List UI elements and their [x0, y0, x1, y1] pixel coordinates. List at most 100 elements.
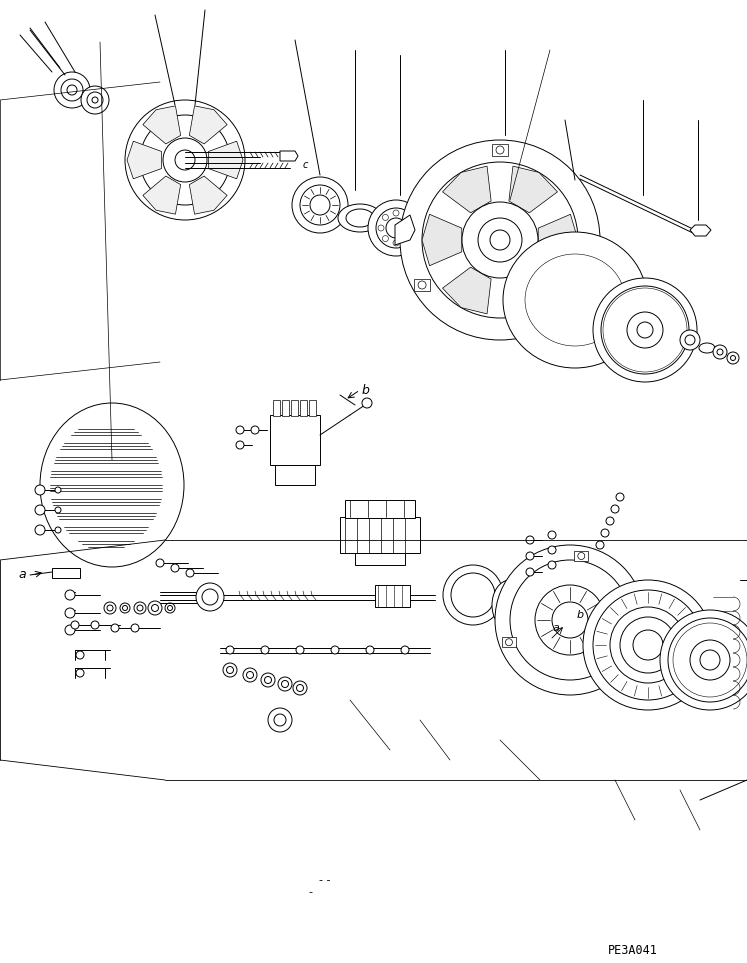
Circle shape: [366, 646, 374, 654]
Circle shape: [278, 677, 292, 691]
Circle shape: [148, 601, 162, 615]
Circle shape: [660, 610, 747, 710]
Polygon shape: [538, 215, 578, 266]
Polygon shape: [280, 151, 298, 161]
Polygon shape: [609, 661, 623, 671]
Circle shape: [478, 218, 522, 262]
Circle shape: [548, 546, 556, 554]
Circle shape: [91, 621, 99, 629]
Circle shape: [111, 624, 119, 632]
Text: -: -: [308, 887, 312, 897]
Circle shape: [616, 493, 624, 501]
Circle shape: [223, 663, 237, 677]
Circle shape: [462, 202, 538, 278]
Circle shape: [717, 349, 723, 355]
Circle shape: [680, 330, 700, 350]
Circle shape: [548, 531, 556, 539]
Circle shape: [685, 335, 695, 345]
Circle shape: [603, 288, 687, 372]
Polygon shape: [570, 279, 586, 291]
Circle shape: [668, 618, 747, 702]
Polygon shape: [189, 176, 227, 214]
Circle shape: [163, 138, 207, 182]
Circle shape: [292, 177, 348, 233]
Circle shape: [443, 565, 503, 625]
Circle shape: [731, 355, 736, 360]
Circle shape: [71, 621, 79, 629]
Circle shape: [673, 623, 747, 697]
Circle shape: [690, 640, 730, 680]
Circle shape: [637, 322, 653, 338]
Circle shape: [613, 663, 619, 669]
Ellipse shape: [40, 403, 184, 567]
Circle shape: [226, 646, 234, 654]
Bar: [275, 465, 315, 485]
Bar: [340, 517, 420, 553]
Circle shape: [293, 681, 307, 695]
Circle shape: [134, 602, 146, 614]
Bar: [309, 400, 316, 416]
Circle shape: [35, 485, 45, 495]
Bar: [375, 585, 410, 607]
Circle shape: [490, 230, 510, 250]
Circle shape: [700, 650, 720, 670]
Circle shape: [376, 208, 416, 248]
Circle shape: [408, 225, 414, 231]
Circle shape: [35, 525, 45, 535]
Circle shape: [401, 646, 409, 654]
Circle shape: [682, 632, 738, 688]
Circle shape: [35, 505, 45, 515]
Circle shape: [186, 569, 194, 577]
Circle shape: [418, 281, 426, 289]
Circle shape: [65, 590, 75, 600]
Circle shape: [236, 426, 244, 434]
Circle shape: [382, 215, 388, 221]
Circle shape: [104, 602, 116, 614]
Ellipse shape: [492, 580, 528, 630]
Circle shape: [61, 79, 83, 101]
Text: a: a: [18, 568, 26, 582]
Circle shape: [403, 236, 409, 242]
Circle shape: [382, 236, 388, 242]
Circle shape: [140, 115, 230, 205]
Circle shape: [282, 681, 288, 688]
Polygon shape: [422, 215, 462, 266]
Bar: [282, 400, 289, 416]
Circle shape: [609, 294, 681, 366]
Circle shape: [274, 714, 286, 726]
Circle shape: [107, 605, 113, 611]
Text: c: c: [303, 160, 308, 170]
Circle shape: [152, 605, 158, 612]
Text: b: b: [577, 610, 583, 620]
Circle shape: [601, 286, 689, 374]
Circle shape: [620, 617, 676, 673]
Circle shape: [615, 300, 675, 360]
Circle shape: [583, 580, 713, 710]
Circle shape: [611, 505, 619, 513]
Circle shape: [67, 85, 77, 95]
Ellipse shape: [525, 254, 625, 346]
Circle shape: [393, 240, 399, 246]
Circle shape: [137, 605, 143, 611]
Circle shape: [297, 685, 303, 691]
Circle shape: [261, 673, 275, 687]
Circle shape: [627, 312, 663, 348]
Bar: [355, 553, 405, 565]
Polygon shape: [509, 167, 557, 213]
Circle shape: [400, 140, 600, 340]
Circle shape: [552, 602, 588, 638]
Circle shape: [167, 606, 173, 611]
Polygon shape: [442, 267, 491, 314]
Polygon shape: [414, 279, 430, 291]
Circle shape: [577, 553, 585, 560]
Circle shape: [261, 646, 269, 654]
Circle shape: [633, 630, 663, 660]
Polygon shape: [127, 142, 161, 179]
Circle shape: [727, 352, 739, 364]
Text: b: b: [361, 383, 369, 397]
Circle shape: [612, 297, 678, 363]
Circle shape: [601, 529, 609, 537]
Circle shape: [296, 646, 304, 654]
Circle shape: [264, 676, 271, 684]
Text: - -: - -: [319, 875, 331, 885]
